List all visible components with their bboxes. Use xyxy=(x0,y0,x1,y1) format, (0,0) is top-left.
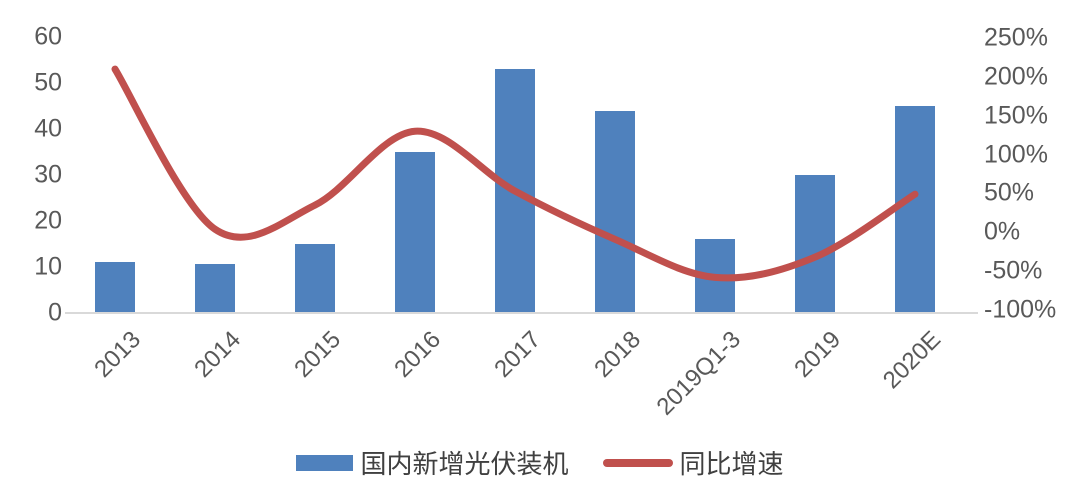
y-axis-tick-right: 0% xyxy=(984,217,1021,246)
y-axis-tick-left: 40 xyxy=(34,114,62,143)
y-axis-tick-left: 0 xyxy=(48,298,62,327)
x-axis-line xyxy=(65,312,978,314)
y-axis-tick-right: 50% xyxy=(984,178,1035,207)
y-axis-tick-left: 60 xyxy=(34,22,62,51)
bar-2018 xyxy=(595,110,635,313)
line-series-swatch-icon xyxy=(602,458,673,467)
bar-2019 xyxy=(795,175,835,313)
bar-series-swatch-icon xyxy=(296,454,354,471)
y-axis-tick-left: 10 xyxy=(34,252,62,281)
bar-2013 xyxy=(95,262,135,313)
y-axis-tick-right: 200% xyxy=(984,62,1048,91)
bar-2016 xyxy=(395,152,435,313)
bar-2014 xyxy=(195,264,235,313)
y-axis-tick-right: 250% xyxy=(984,23,1048,52)
y-axis-tick-right: -50% xyxy=(984,256,1043,285)
bar-2020E xyxy=(895,106,935,313)
bar-2015 xyxy=(295,244,335,313)
legend-item-line-series: 同比增速 xyxy=(602,444,784,481)
y-axis-tick-right: 100% xyxy=(984,140,1048,169)
legend: 国内新增光伏装机 同比增速 xyxy=(0,444,1080,481)
legend-label-bar-series: 国内新增光伏装机 xyxy=(360,449,569,479)
legend-item-bar-series: 国内新增光伏装机 xyxy=(296,444,569,481)
legend-label-line-series: 同比增速 xyxy=(679,449,784,479)
y-axis-tick-left: 30 xyxy=(34,160,62,189)
y-axis-tick-left: 20 xyxy=(34,206,62,235)
y-axis-tick-right: -100% xyxy=(984,295,1057,324)
y-axis-tick-left: 50 xyxy=(34,68,62,97)
y-axis-tick-right: 150% xyxy=(984,101,1048,130)
growth-line-path xyxy=(111,65,919,282)
